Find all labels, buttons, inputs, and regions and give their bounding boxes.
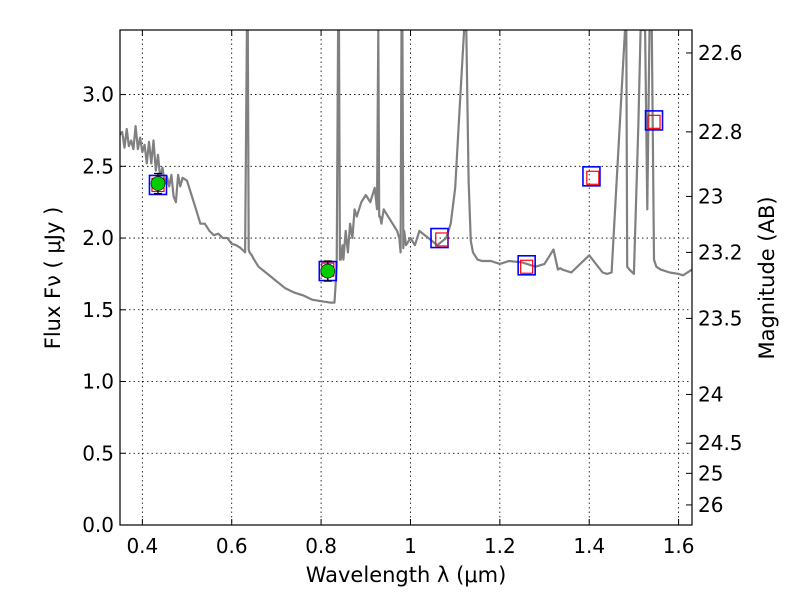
- x-tick-label: 0.4: [126, 534, 158, 558]
- x-tick-label: 1.2: [484, 534, 516, 558]
- model-flux-square: [517, 255, 536, 276]
- right-axis-label: Magnitude (AB): [755, 196, 779, 359]
- x-tick-label: 1: [404, 534, 417, 558]
- magnitude-tick-label: 22.8: [698, 120, 743, 144]
- magnitude-tick-label: 23.5: [698, 306, 743, 330]
- plot-series: [120, 30, 692, 304]
- y-tick-label: 0.5: [82, 441, 114, 465]
- observed-flux-square: [520, 259, 534, 274]
- x-tick-label: 0.6: [216, 534, 248, 558]
- magnitude-tick-label: 23.2: [698, 240, 743, 264]
- model-flux-square: [644, 110, 664, 131]
- grid-lines: [120, 30, 692, 526]
- observed-flux-square: [647, 114, 661, 129]
- x-tick-label: 0.8: [305, 534, 337, 558]
- y-tick-label: 0.0: [82, 513, 114, 537]
- magnitude-tick-label: 24.5: [698, 431, 743, 455]
- y-tick-label: 3.0: [82, 83, 114, 107]
- y-tick-label: 1.5: [82, 298, 114, 322]
- observed-flux-square: [435, 232, 449, 247]
- magnitude-tick-label: 25: [698, 461, 723, 485]
- observed-flux-square: [586, 170, 600, 185]
- x-axis-label: Wavelength λ (μm): [306, 563, 507, 587]
- y-tick-label: 1.0: [82, 370, 114, 394]
- y-tick-label: 2.0: [82, 226, 114, 250]
- x-tick-label: 1.6: [663, 534, 695, 558]
- magnitude-tick-label: 26: [698, 493, 723, 517]
- magnitude-tick-label: 22.6: [698, 41, 743, 65]
- y-tick-label: 2.5: [82, 154, 114, 178]
- magnitude-tick-label: 24: [698, 382, 723, 406]
- axis-ticks: 0.4 0.6 0.8 1 1.2 1.4 1.6 0.0 0.5 1.0 1.5 2.0 2.5 3.0…: [82, 30, 743, 558]
- y-axis-label: Flux Fν ( μJy ): [41, 207, 65, 350]
- model-flux-square: [582, 166, 601, 187]
- detection-marker: [150, 176, 166, 191]
- magnitude-tick-label: 23: [698, 184, 723, 208]
- model-spectrum-line: [120, 30, 692, 304]
- x-tick-label: 1.4: [573, 534, 605, 558]
- detection-marker: [320, 263, 336, 279]
- plot-frame: [119, 29, 693, 526]
- plot-background: [120, 30, 692, 525]
